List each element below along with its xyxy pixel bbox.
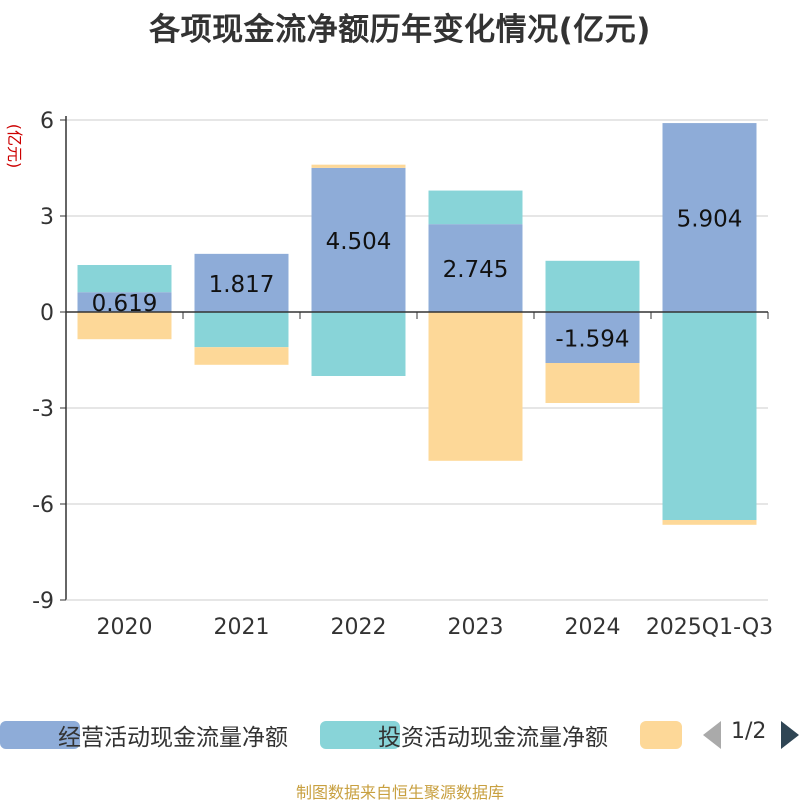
- bar-financing: [77, 312, 172, 340]
- y-axis-label: (亿元): [5, 124, 24, 169]
- data-label: -1.594: [555, 327, 629, 353]
- x-tick-label: 2025Q1-Q3: [646, 615, 773, 640]
- legend-swatch-financing: [640, 721, 682, 749]
- x-tick-label: 2023: [448, 615, 504, 640]
- bar-operating: [428, 224, 523, 312]
- legend: 经营活动现金流量净额 投资活动现金流量净额 1/2: [0, 716, 800, 752]
- data-label: 1.817: [209, 272, 275, 298]
- bar-financing: [545, 363, 640, 404]
- legend-item-financing[interactable]: [640, 716, 690, 752]
- bar-operating: [545, 312, 640, 364]
- legend-item-operating[interactable]: 经营活动现金流量净额: [0, 716, 300, 752]
- bar-operating: [662, 123, 757, 313]
- chart-title: 各项现金流净额历年变化情况(亿元): [149, 12, 651, 48]
- bar-operating: [77, 292, 172, 312]
- data-label: 2.745: [443, 257, 509, 283]
- legend-prev-page-icon[interactable]: [703, 721, 721, 749]
- bar-financing: [662, 520, 757, 525]
- y-tick-label: 6: [40, 109, 54, 134]
- x-tick-label: 2020: [97, 615, 153, 640]
- data-label: 0.619: [92, 291, 158, 317]
- data-label: 5.904: [677, 207, 743, 233]
- legend-swatch-operating: [0, 721, 80, 749]
- bar-investing: [194, 312, 289, 348]
- bar-financing: [194, 347, 289, 365]
- legend-label-operating: 经营活动现金流量净额: [58, 725, 288, 751]
- bar-investing: [428, 190, 523, 225]
- y-tick-label: 3: [40, 205, 54, 230]
- bar-financing: [311, 164, 406, 168]
- bar-investing: [662, 312, 757, 520]
- y-tick-label: 0: [40, 301, 54, 326]
- legend-page-indicator: 1/2: [731, 719, 767, 744]
- bar-operating: [194, 253, 289, 312]
- data-source-note: 制图数据来自恒生聚源数据库: [295, 783, 504, 802]
- x-tick-label: 2021: [214, 615, 270, 640]
- y-tick-label: -6: [32, 493, 54, 518]
- x-tick-label: 2024: [565, 615, 621, 640]
- y-tick-label: -9: [32, 589, 54, 614]
- bar-operating: [311, 167, 406, 312]
- bar-investing: [545, 260, 640, 312]
- legend-swatch-investing: [320, 721, 400, 749]
- chart-plot: 6 3 0 -3 -6 -9 2020 2021 2022 2023 2024 2025Q1-Q3 0.…: [5, 109, 773, 640]
- data-label: 4.504: [326, 229, 392, 255]
- y-tick-label: -3: [32, 397, 54, 422]
- bar-investing: [311, 312, 406, 376]
- legend-label-investing: 投资活动现金流量净额: [378, 725, 608, 751]
- x-tick-label: 2022: [331, 615, 387, 640]
- bar-investing: [77, 264, 172, 293]
- legend-item-investing[interactable]: 投资活动现金流量净额: [320, 716, 630, 752]
- legend-next-page-icon[interactable]: [781, 721, 799, 749]
- bar-financing: [428, 312, 523, 461]
